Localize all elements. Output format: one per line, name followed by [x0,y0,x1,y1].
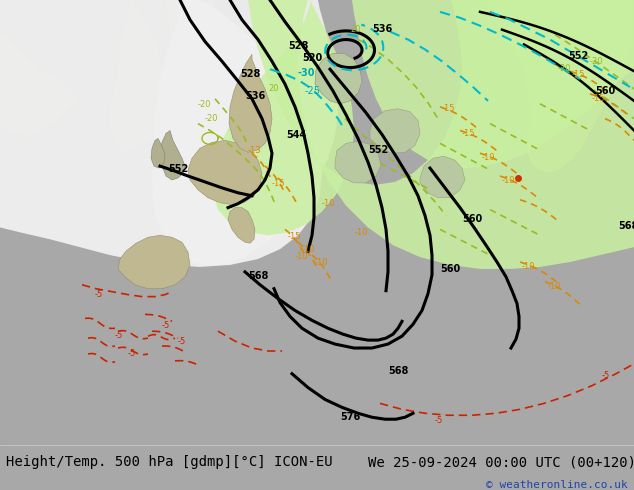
Text: -13: -13 [248,146,262,155]
Text: 20: 20 [268,84,278,93]
Text: -15: -15 [442,104,455,113]
Text: -20: -20 [205,114,219,122]
Text: 560: 560 [595,86,615,96]
Polygon shape [228,208,255,243]
Text: 568: 568 [618,221,634,231]
Polygon shape [370,109,420,153]
Text: 552: 552 [368,145,388,155]
Text: We 25-09-2024 00:00 UTC (00+120): We 25-09-2024 00:00 UTC (00+120) [368,455,634,469]
Polygon shape [480,0,634,174]
Text: -10: -10 [302,245,316,254]
Text: 552: 552 [568,51,588,61]
Text: -5: -5 [162,321,171,330]
Polygon shape [248,0,634,269]
Text: -15: -15 [592,94,605,103]
Polygon shape [160,130,185,180]
Polygon shape [151,138,165,168]
Text: -30: -30 [298,68,316,78]
Polygon shape [212,0,634,235]
Text: 552: 552 [168,164,188,174]
Text: -5: -5 [128,349,136,358]
Text: -10: -10 [522,262,536,271]
Text: -10: -10 [315,258,328,267]
Text: -20: -20 [198,100,212,109]
Text: -5: -5 [602,371,611,380]
Text: 560: 560 [440,264,460,274]
Text: 528: 528 [240,69,261,79]
Text: 568: 568 [388,366,408,376]
Text: -10: -10 [355,228,368,237]
Text: 576: 576 [340,412,360,422]
Text: -5: -5 [115,331,123,340]
Polygon shape [315,53,362,104]
Text: -20: -20 [590,57,604,66]
Text: -10: -10 [482,153,496,162]
Text: -15: -15 [272,179,285,188]
Polygon shape [152,0,338,265]
Text: 536: 536 [372,24,392,34]
Text: -5: -5 [435,416,443,425]
Polygon shape [229,54,272,152]
Polygon shape [0,0,634,445]
Polygon shape [335,142,381,183]
Text: 528: 528 [288,42,308,51]
Polygon shape [550,0,634,35]
Text: 536: 536 [245,91,265,101]
Polygon shape [165,0,228,144]
Text: Height/Temp. 500 hPa [gdmp][°C] ICON-EU: Height/Temp. 500 hPa [gdmp][°C] ICON-EU [6,455,333,469]
Text: 544: 544 [286,130,306,141]
Text: -25: -25 [305,86,321,96]
Text: 568: 568 [248,271,268,281]
Polygon shape [108,0,168,153]
Text: -15: -15 [288,232,302,241]
Text: -15: -15 [572,70,586,79]
Text: -10: -10 [322,198,335,208]
Text: -15: -15 [462,129,476,139]
Polygon shape [188,141,262,205]
Text: -20: -20 [558,64,571,73]
Polygon shape [0,0,322,267]
Text: 560: 560 [462,215,482,224]
Text: -10: -10 [548,282,562,291]
Polygon shape [118,235,190,289]
Polygon shape [0,0,80,138]
Text: -10: -10 [502,176,515,185]
Text: 520: 520 [302,53,322,63]
Text: -10: -10 [295,252,309,261]
Text: © weatheronline.co.uk: © weatheronline.co.uk [486,480,628,490]
Text: -5: -5 [178,337,186,346]
Polygon shape [420,156,465,198]
Text: 20: 20 [350,24,361,34]
Text: -5: -5 [95,290,103,298]
